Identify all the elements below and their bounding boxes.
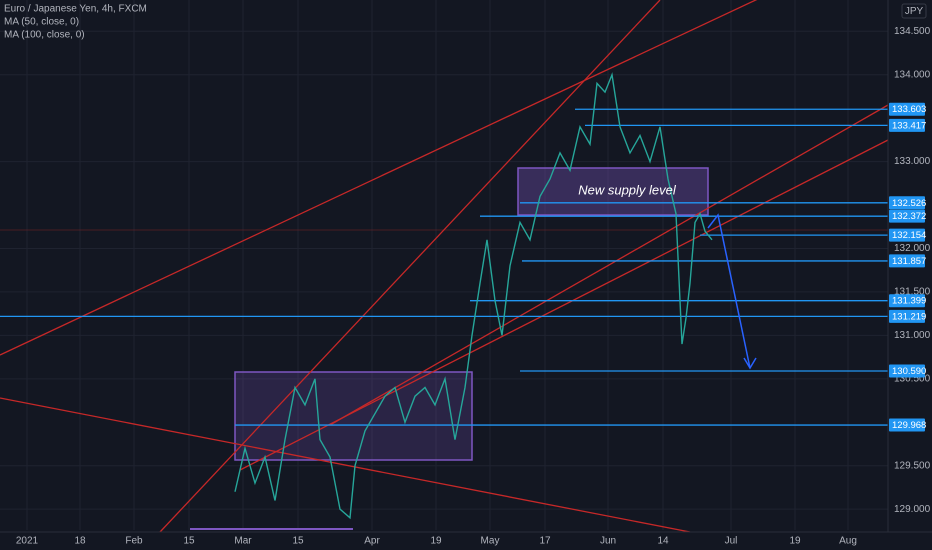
level-label-box bbox=[889, 102, 925, 116]
level-label-box bbox=[889, 309, 925, 323]
x-tick-label: 19 bbox=[430, 536, 442, 547]
annotation: New supply level bbox=[578, 182, 677, 197]
price-axis bbox=[888, 0, 932, 550]
level-label-box bbox=[889, 228, 925, 242]
level-label: 129.968 bbox=[892, 420, 926, 431]
y-tick-label: 134.000 bbox=[894, 69, 931, 80]
x-tick-label: Mar bbox=[234, 536, 252, 547]
arrow-head bbox=[743, 357, 757, 370]
x-tick-label: Feb bbox=[125, 536, 143, 547]
chart-title: Euro / Japanese Yen, 4h, FXCM bbox=[4, 4, 147, 15]
level-label: 132.526 bbox=[892, 198, 926, 209]
axes: 134.500 134.000 133.000 132.000 131.500 131.0… bbox=[16, 26, 931, 547]
x-tick-label: 14 bbox=[657, 536, 669, 547]
x-tick-label: Aug bbox=[839, 536, 857, 547]
y-tick-label: 129.000 bbox=[894, 504, 931, 515]
level-label-box bbox=[889, 196, 925, 210]
level-label: 131.219 bbox=[892, 311, 926, 322]
supply-box bbox=[517, 167, 709, 216]
trend-line bbox=[0, 397, 691, 533]
level-label: 132.372 bbox=[892, 211, 926, 222]
level-label-box bbox=[889, 209, 925, 223]
level-label: 130.590 bbox=[892, 366, 926, 377]
price-line bbox=[234, 72, 713, 520]
x-tick-label: 15 bbox=[292, 536, 304, 547]
level-label: 133.603 bbox=[892, 104, 926, 115]
projection-arrow bbox=[707, 213, 751, 369]
zone-box bbox=[234, 371, 473, 461]
levels bbox=[0, 108, 888, 426]
y-tick-label: 133.000 bbox=[894, 156, 931, 167]
price bbox=[234, 72, 713, 520]
level-label: 131.399 bbox=[892, 296, 926, 307]
y-tick-label: 129.500 bbox=[894, 460, 931, 471]
level-label-box bbox=[889, 418, 925, 432]
level-label: 132.154 bbox=[892, 230, 926, 241]
indicator: MA (50, close, 0) bbox=[4, 17, 79, 28]
x-tick-label: Apr bbox=[364, 536, 380, 547]
trend-line bbox=[159, 0, 661, 533]
level-label-box bbox=[889, 118, 925, 132]
level-label: 131.857 bbox=[892, 256, 926, 267]
y-tick-label: 131.500 bbox=[894, 287, 931, 298]
trend-line bbox=[0, 0, 758, 356]
level-label-box bbox=[889, 294, 925, 308]
x-tick-label: 2021 bbox=[16, 536, 39, 547]
level-label-box bbox=[889, 364, 925, 378]
x-tick-label: Jul bbox=[725, 536, 738, 547]
x-tick-label: 18 bbox=[74, 536, 86, 547]
currency[interactable]: JPY bbox=[905, 6, 924, 17]
trend-line bbox=[329, 104, 889, 426]
level-label-box bbox=[889, 254, 925, 268]
y-tick-label: 134.500 bbox=[894, 26, 931, 37]
x-tick-label: 15 bbox=[183, 536, 195, 547]
x-tick-label: 17 bbox=[539, 536, 551, 547]
y-tick-label: 132.000 bbox=[894, 243, 931, 254]
x-tick-label: May bbox=[481, 536, 500, 547]
y-tick-label: 131.000 bbox=[894, 330, 931, 341]
x-tick-label: 19 bbox=[789, 536, 801, 547]
x-tick-label: Jun bbox=[600, 536, 616, 547]
trend-line bbox=[239, 139, 889, 471]
level-label: 133.417 bbox=[892, 120, 926, 131]
indicator: MA (100, close, 0) bbox=[4, 30, 85, 41]
currency-box[interactable] bbox=[901, 3, 927, 19]
y-tick-label: 130.500 bbox=[894, 373, 931, 384]
